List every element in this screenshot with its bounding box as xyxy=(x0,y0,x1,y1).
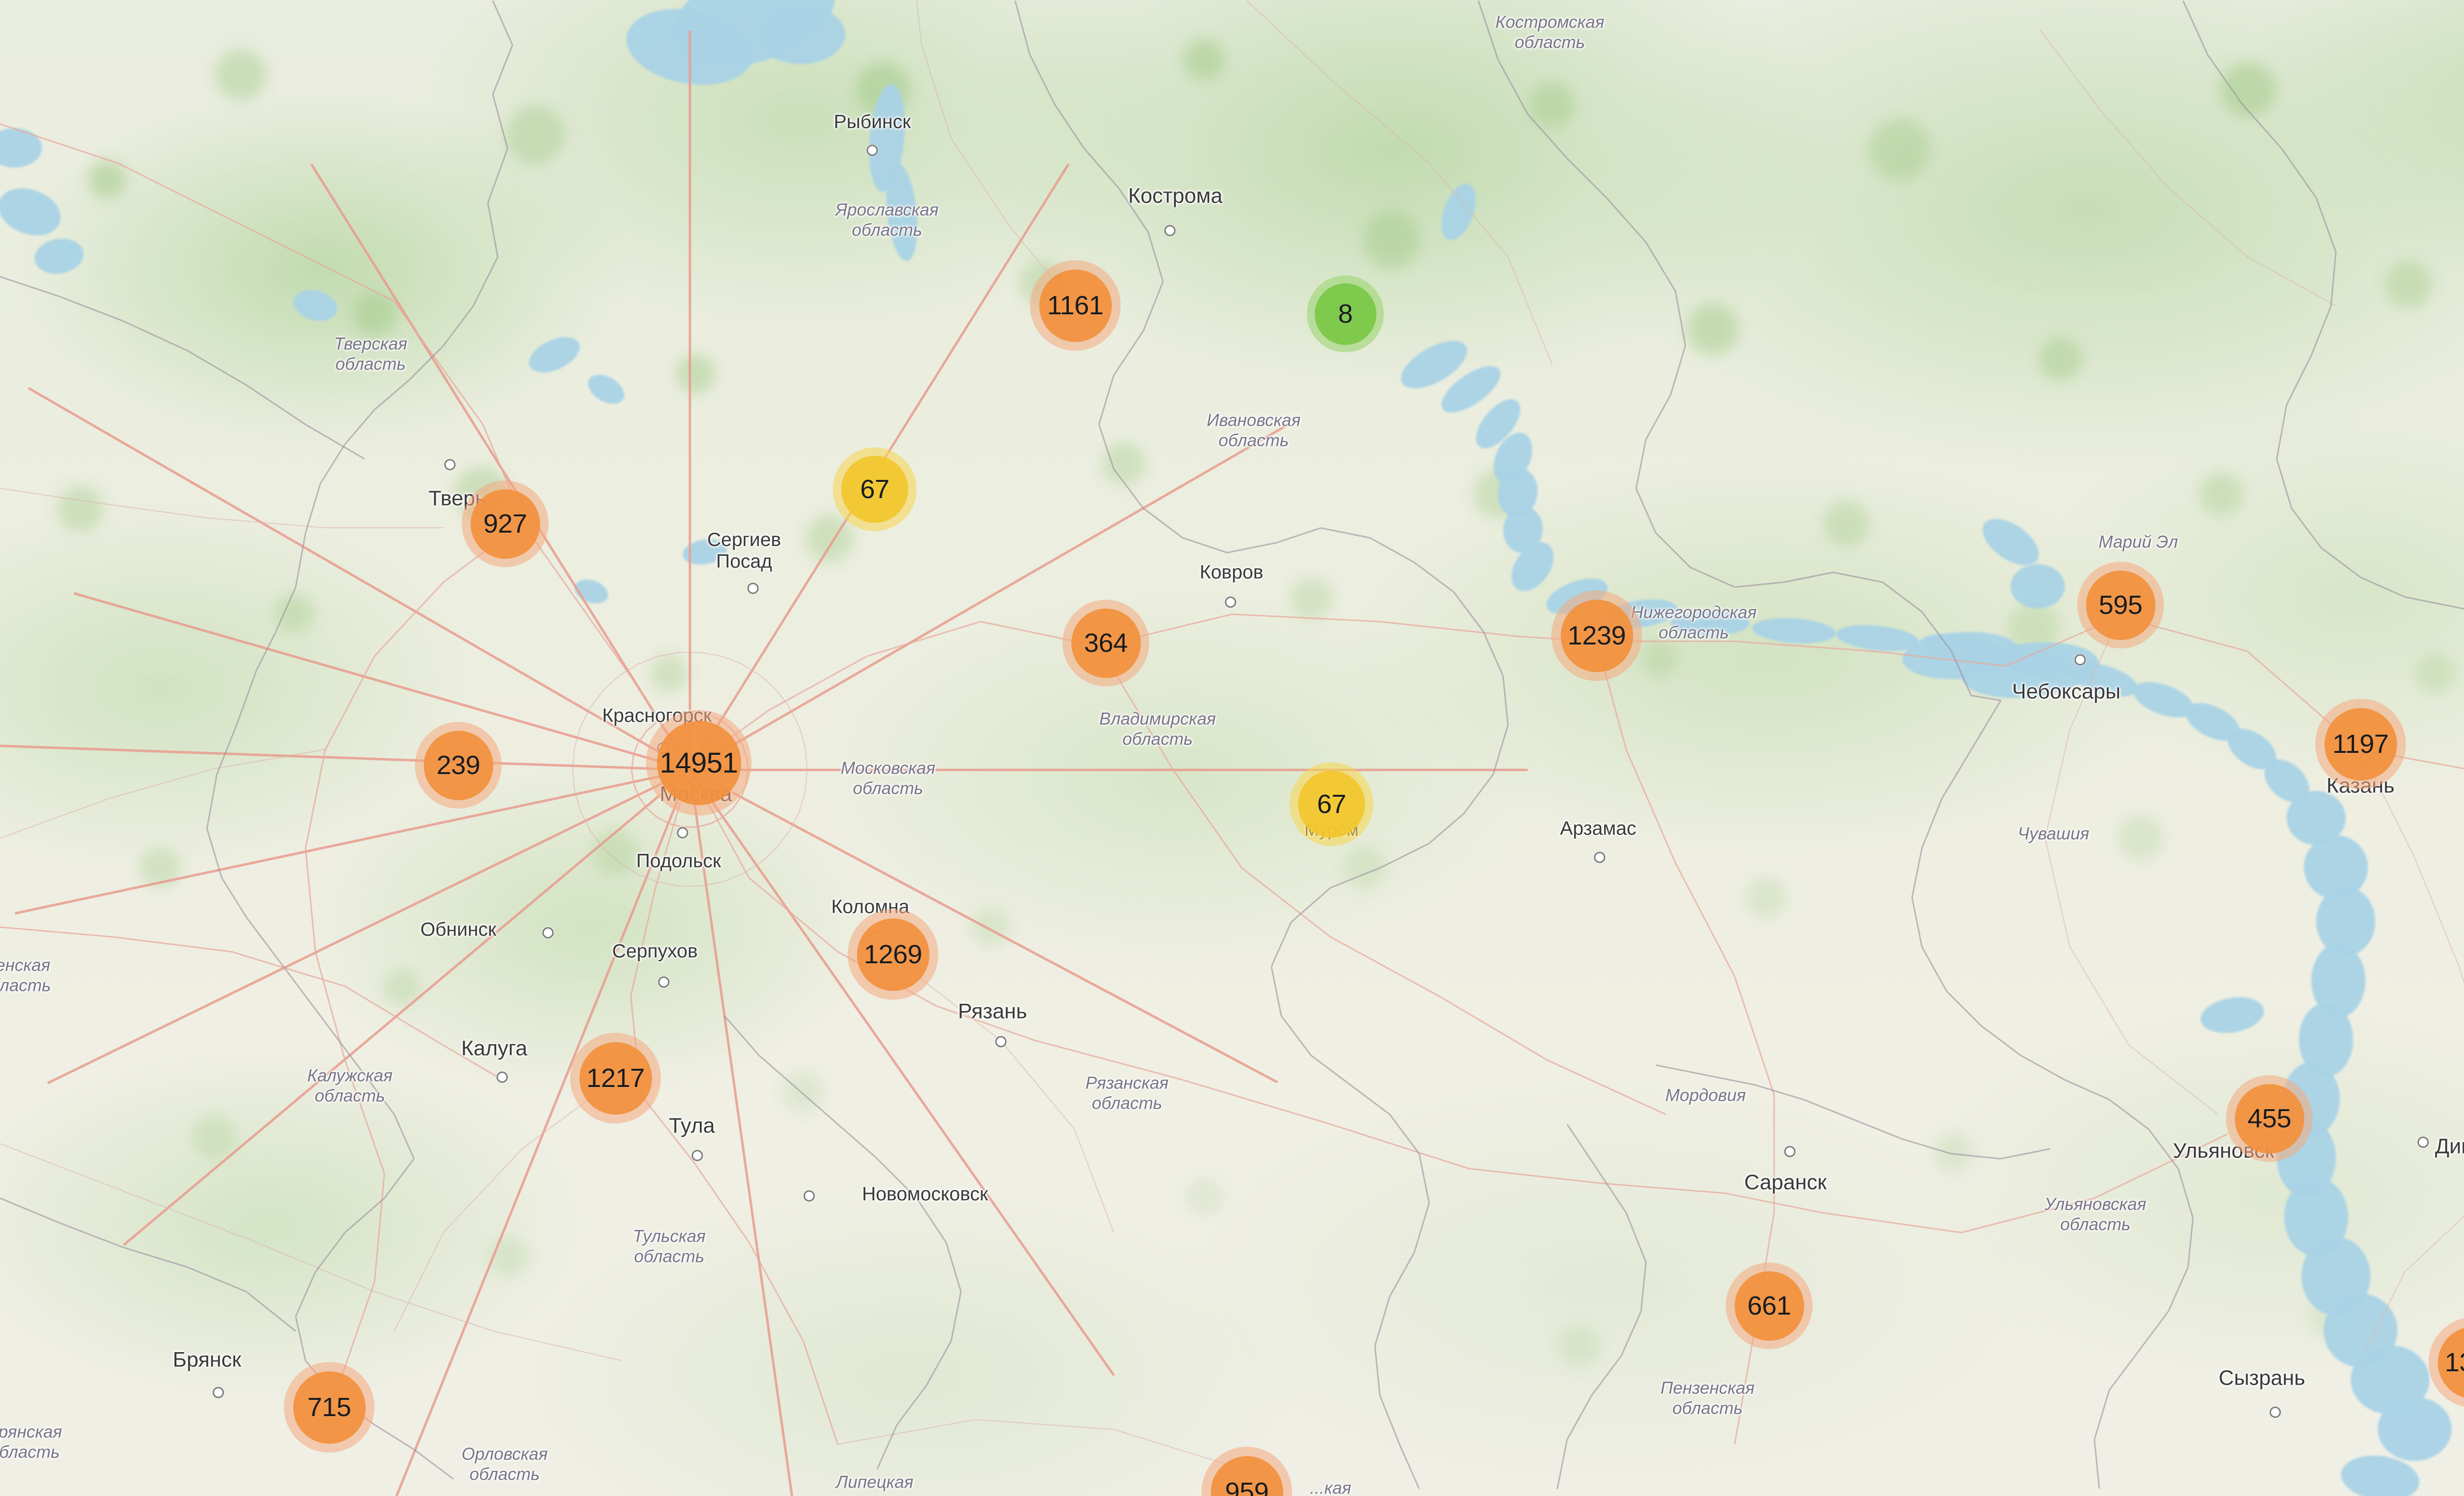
cluster-core xyxy=(579,1042,652,1115)
cluster-marker[interactable]: 364 xyxy=(1062,600,1149,686)
city-dot xyxy=(677,827,688,839)
cluster-marker[interactable]: 661 xyxy=(1726,1262,1813,1349)
cluster-count: 239 xyxy=(436,750,480,780)
cluster-core xyxy=(1734,1271,1804,1341)
cluster-marker[interactable]: 8 xyxy=(1307,275,1384,352)
cluster-marker[interactable]: 67 xyxy=(1290,762,1373,846)
cluster-marker[interactable]: 595 xyxy=(2077,562,2164,648)
cluster-core xyxy=(841,456,908,523)
city-dot xyxy=(496,1071,508,1083)
volga-river xyxy=(1671,611,1749,636)
city-dot xyxy=(444,459,456,471)
city-dot xyxy=(691,1150,703,1161)
cluster-count: 67 xyxy=(860,475,890,504)
cluster-core xyxy=(2324,708,2397,781)
cluster-marker[interactable]: 1239 xyxy=(1551,590,1642,681)
kuybyshev-reservoir xyxy=(2316,887,2375,956)
lake xyxy=(2011,564,2065,609)
cluster-marker[interactable]: 455 xyxy=(2226,1075,2313,1162)
cluster-marker[interactable]: 1197 xyxy=(2315,699,2406,789)
cluster-core xyxy=(856,918,929,991)
cluster-marker[interactable]: 715 xyxy=(284,1362,375,1453)
cluster-marker[interactable]: 1269 xyxy=(848,909,938,1000)
city-dot xyxy=(1225,596,1236,608)
cluster-count: 1161 xyxy=(1047,291,1104,320)
city-dot xyxy=(866,144,878,156)
cluster-count: 67 xyxy=(1317,789,1346,819)
cluster-core xyxy=(2234,1084,2304,1154)
city-dot xyxy=(212,1387,224,1398)
cluster-count: 1269 xyxy=(863,940,923,969)
city-dot xyxy=(995,1036,1007,1048)
cluster-count: 595 xyxy=(2098,590,2143,620)
cluster-count: 715 xyxy=(307,1393,351,1422)
cluster-marker[interactable]: 1217 xyxy=(570,1033,661,1123)
city-dot xyxy=(1594,851,1606,863)
cluster-count: 927 xyxy=(483,509,527,539)
cluster-core xyxy=(656,720,741,805)
city-dot xyxy=(803,1190,815,1202)
city-dot xyxy=(2269,1406,2281,1418)
kuybyshev-reservoir xyxy=(2378,1397,2452,1461)
city-dot xyxy=(658,976,670,988)
city-dot xyxy=(2417,1136,2429,1148)
city-dot xyxy=(1164,225,1176,237)
city-dot xyxy=(542,927,554,939)
cluster-count: 364 xyxy=(1084,628,1128,658)
cluster-marker[interactable]: 67 xyxy=(833,447,917,531)
city-dot xyxy=(2074,654,2086,666)
cluster-count: 1239 xyxy=(1567,621,1626,650)
cluster-count: 1217 xyxy=(586,1063,645,1093)
cluster-marker[interactable]: 1161 xyxy=(1030,260,1121,351)
cluster-core xyxy=(2086,570,2156,640)
cluster-marker[interactable]: 927 xyxy=(462,480,548,567)
cluster-core xyxy=(470,489,540,559)
cluster-count: 14951 xyxy=(659,747,738,779)
cluster-core xyxy=(1560,599,1633,672)
cluster-count: 8 xyxy=(1338,299,1353,329)
cluster-count: 661 xyxy=(1747,1291,1791,1321)
cluster-count: 1197 xyxy=(2332,729,2389,759)
cluster-marker[interactable]: 239 xyxy=(415,722,502,809)
cluster-core xyxy=(1314,283,1376,345)
rybinsk-reservoir xyxy=(756,5,845,64)
cluster-count: 959 xyxy=(1225,1477,1269,1496)
cluster-core xyxy=(1071,608,1141,678)
cluster-count: 1339 xyxy=(2444,1348,2464,1377)
cluster-marker[interactable]: 14951 xyxy=(646,710,752,816)
cluster-core xyxy=(423,730,493,800)
cluster-core xyxy=(1298,771,1365,838)
city-dot xyxy=(747,582,759,594)
city-dot xyxy=(1784,1146,1796,1157)
cluster-core xyxy=(293,1371,366,1444)
cluster-core xyxy=(1039,269,1112,342)
cluster-count: 455 xyxy=(2247,1104,2292,1133)
